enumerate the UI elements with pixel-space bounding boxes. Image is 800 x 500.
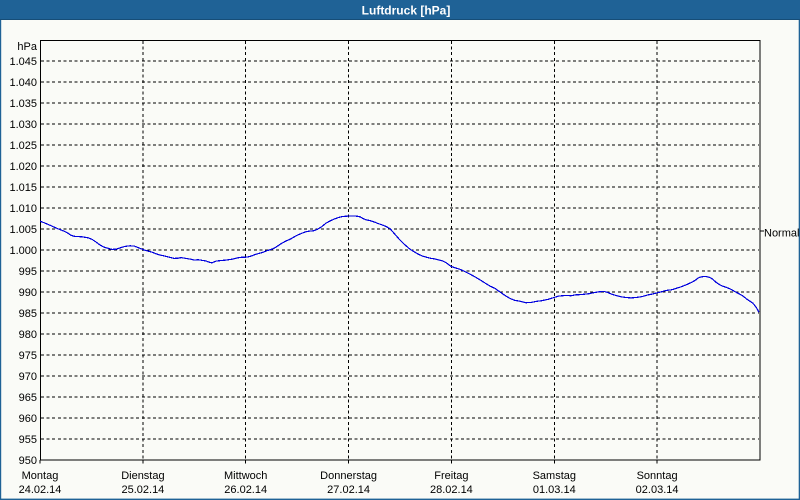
svg-text:970: 970 — [19, 371, 37, 383]
svg-text:Montag: Montag — [22, 470, 59, 482]
svg-text:980: 980 — [19, 329, 37, 341]
svg-text:Sonntag: Sonntag — [637, 470, 678, 482]
svg-text:Samstag: Samstag — [533, 470, 576, 482]
svg-text:950: 950 — [19, 455, 37, 467]
svg-text:Dienstag: Dienstag — [121, 470, 164, 482]
svg-text:1.040: 1.040 — [9, 77, 37, 89]
svg-text:1.020: 1.020 — [9, 161, 37, 173]
svg-text:02.03.14: 02.03.14 — [636, 484, 679, 496]
svg-text:1.035: 1.035 — [9, 98, 37, 110]
svg-text:965: 965 — [19, 392, 37, 404]
svg-text:960: 960 — [19, 413, 37, 425]
svg-text:975: 975 — [19, 350, 37, 362]
svg-text:Luftdruck [hPa]: Luftdruck [hPa] — [362, 4, 451, 18]
svg-text:28.02.14: 28.02.14 — [430, 484, 473, 496]
svg-text:25.02.14: 25.02.14 — [121, 484, 164, 496]
svg-text:01.03.14: 01.03.14 — [533, 484, 576, 496]
svg-text:995: 995 — [19, 266, 37, 278]
svg-text:1.000: 1.000 — [9, 245, 37, 257]
svg-text:24.02.14: 24.02.14 — [19, 484, 62, 496]
svg-text:Freitag: Freitag — [434, 470, 468, 482]
svg-text:955: 955 — [19, 434, 37, 446]
svg-text:1.015: 1.015 — [9, 182, 37, 194]
svg-text:1.010: 1.010 — [9, 203, 37, 215]
svg-text:985: 985 — [19, 308, 37, 320]
svg-text:1.045: 1.045 — [9, 56, 37, 68]
svg-text:Donnerstag: Donnerstag — [320, 470, 377, 482]
svg-text:27.02.14: 27.02.14 — [327, 484, 370, 496]
svg-text:1.030: 1.030 — [9, 119, 37, 131]
svg-text:1.025: 1.025 — [9, 140, 37, 152]
svg-text:Mittwoch: Mittwoch — [224, 470, 267, 482]
svg-text:Normal: Normal — [764, 228, 799, 240]
svg-text:hPa: hPa — [17, 41, 37, 53]
svg-text:1.005: 1.005 — [9, 224, 37, 236]
svg-text:26.02.14: 26.02.14 — [224, 484, 267, 496]
svg-text:990: 990 — [19, 287, 37, 299]
